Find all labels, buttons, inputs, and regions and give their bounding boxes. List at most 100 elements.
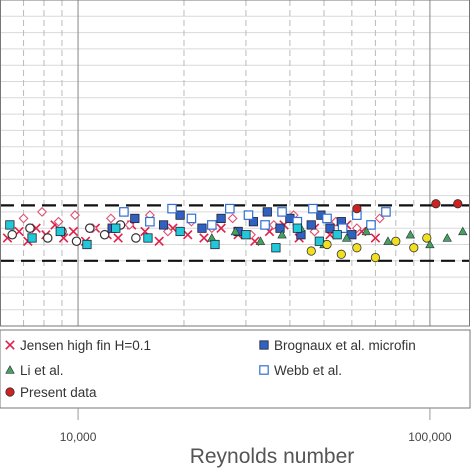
data-point (154, 236, 164, 247)
data-point (18, 213, 29, 224)
data-point (7, 229, 18, 240)
data-point (458, 226, 468, 236)
data-point (453, 199, 463, 209)
data-point (186, 213, 197, 224)
data-point (241, 230, 251, 240)
marker-stroke (182, 229, 193, 240)
legend-labels: Jensen high fin H=0.1 Brognaux et al. mi… (20, 338, 416, 400)
marker-stroke (264, 226, 275, 237)
data-point (341, 233, 352, 242)
legend-label-webb: Webb et al. (274, 363, 342, 378)
data-point (111, 223, 121, 233)
data-point (322, 213, 332, 224)
data-point (210, 239, 220, 250)
data-point (99, 229, 110, 240)
data-point (227, 213, 238, 224)
x-axis-title: Reynolds number (190, 445, 355, 468)
data-point (442, 233, 452, 242)
data-point (197, 223, 207, 233)
data-point (248, 217, 258, 227)
legend-marker (5, 340, 15, 350)
data-point (124, 219, 135, 230)
grid (0, 0, 470, 326)
data-point (306, 246, 316, 256)
data-point (271, 243, 281, 253)
legend-marker (5, 387, 15, 397)
data-point (314, 236, 324, 246)
data-point (277, 207, 287, 217)
data-point (361, 226, 372, 236)
marker-stroke (250, 236, 260, 247)
legend-label-li: Li et al. (20, 363, 64, 378)
plot-frame (0, 0, 470, 327)
data-point (370, 233, 381, 243)
data-point (143, 233, 153, 243)
data-point (5, 220, 15, 230)
x-tick-label-100000: 100,000 (408, 430, 452, 444)
data-point (275, 223, 285, 233)
legend-marker (259, 365, 269, 375)
data-point (262, 207, 272, 217)
data-point (68, 226, 79, 237)
data-point (425, 239, 435, 249)
data-point (105, 213, 116, 224)
data-point (422, 233, 432, 243)
data-point (260, 220, 270, 230)
marker-stroke (216, 223, 226, 233)
band-lines (0, 204, 470, 262)
data-point (230, 226, 241, 236)
data-point (308, 203, 318, 214)
marker-stroke (113, 233, 123, 243)
data-points (2, 199, 468, 263)
legend-marker (259, 340, 269, 350)
marker-stroke (154, 236, 164, 247)
data-point (336, 249, 346, 259)
x-tick-label-10000: 10,000 (60, 430, 97, 444)
data-point (332, 230, 342, 240)
data-point (322, 239, 332, 250)
data-point (130, 213, 140, 224)
data-point (145, 216, 155, 227)
data-point (37, 206, 48, 217)
marker-stroke (140, 226, 150, 237)
data-point (366, 220, 376, 230)
data-point (82, 239, 92, 250)
data-point (53, 216, 64, 227)
data-point (347, 230, 357, 240)
data-point (381, 207, 391, 217)
data-point (243, 210, 254, 220)
data-point (216, 223, 226, 233)
data-point (131, 233, 141, 243)
legend-marker (5, 365, 15, 374)
data-point (277, 229, 287, 239)
data-point (216, 213, 226, 224)
plot-border (0, 0, 470, 327)
data-point (85, 223, 95, 233)
data-point (352, 204, 362, 214)
data-point (55, 226, 65, 237)
data-point (69, 210, 80, 221)
data-point (431, 199, 441, 209)
legend-label-present-data: Present data (20, 385, 97, 400)
data-point (167, 203, 177, 214)
data-point (306, 220, 316, 230)
data-point (325, 223, 335, 233)
marker-stroke (370, 233, 381, 243)
data-point (175, 226, 185, 237)
data-point (113, 233, 123, 243)
data-point (383, 236, 393, 245)
legend (0, 329, 471, 409)
data-point (409, 243, 419, 253)
data-point (405, 229, 416, 239)
data-point (25, 223, 35, 233)
data-point (391, 236, 401, 246)
data-point (207, 220, 217, 230)
marker-stroke (68, 226, 79, 237)
data-point (225, 203, 235, 214)
marker-stroke (199, 233, 209, 243)
data-point (119, 207, 129, 217)
marker-stroke (58, 233, 69, 243)
data-point (42, 233, 53, 243)
marker-stroke (5, 340, 15, 350)
